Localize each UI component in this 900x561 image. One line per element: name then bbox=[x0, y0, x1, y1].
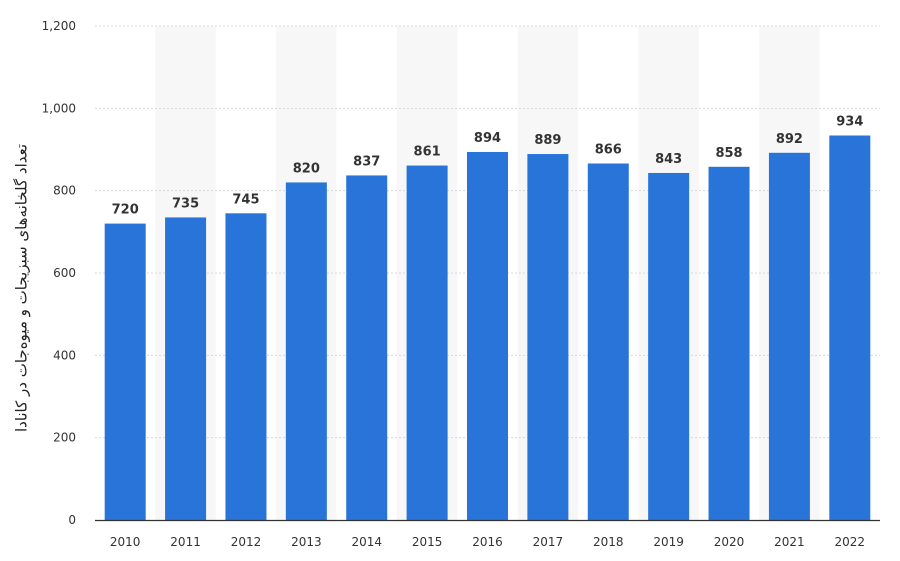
value-label-2022: 934 bbox=[836, 115, 863, 130]
bar-2014 bbox=[346, 175, 388, 520]
x-tick-label-2016: 2016 bbox=[472, 535, 503, 549]
value-label-2015: 861 bbox=[414, 145, 441, 160]
value-label-2014: 837 bbox=[353, 154, 380, 169]
x-tick-label-2013: 2013 bbox=[291, 535, 322, 549]
x-tick-label-2014: 2014 bbox=[351, 535, 382, 549]
x-tick-label-2020: 2020 bbox=[714, 535, 745, 549]
value-labels: 720 735 745 820 837 861 894 889 866 843 858 892 934 bbox=[112, 115, 864, 218]
value-label-2013: 820 bbox=[293, 161, 320, 176]
bar-2017 bbox=[527, 154, 569, 521]
bars bbox=[104, 135, 871, 521]
y-tick-label-1000: 1,000 bbox=[42, 101, 76, 115]
x-tick-label-2010: 2010 bbox=[110, 535, 141, 549]
value-label-2018: 866 bbox=[595, 142, 622, 157]
bar-2018 bbox=[587, 163, 629, 520]
y-axis-title: تعداد گلخانه‌های سبزیجات و میوه‌جات در ک… bbox=[13, 144, 31, 432]
bar-2010 bbox=[104, 223, 146, 520]
y-tick-label-400: 400 bbox=[53, 348, 76, 362]
x-tick-label-2015: 2015 bbox=[412, 535, 443, 549]
bar-2011 bbox=[165, 217, 207, 521]
value-label-2021: 892 bbox=[776, 132, 803, 147]
x-tick-label-2021: 2021 bbox=[774, 535, 805, 549]
y-tick-label-0: 0 bbox=[68, 513, 76, 527]
value-label-2010: 720 bbox=[112, 203, 139, 218]
bar-2012 bbox=[225, 213, 267, 520]
x-tick-label-2019: 2019 bbox=[653, 535, 684, 549]
y-tick-label-600: 600 bbox=[53, 266, 76, 280]
value-label-2016: 894 bbox=[474, 131, 501, 146]
x-tick-label-2011: 2011 bbox=[170, 535, 201, 549]
bar-2020 bbox=[708, 166, 750, 521]
x-tick-label-2018: 2018 bbox=[593, 535, 624, 549]
y-tick-label-1200: 1,200 bbox=[42, 19, 76, 33]
bar-2021 bbox=[768, 152, 810, 520]
bar-2015 bbox=[406, 165, 448, 520]
bar-2022 bbox=[829, 135, 871, 520]
bar-2013 bbox=[285, 182, 327, 520]
bar-2016 bbox=[467, 151, 508, 520]
y-tick-label-200: 200 bbox=[53, 431, 76, 445]
value-label-2017: 889 bbox=[534, 133, 561, 148]
x-axis-tick-labels: 2010 2011 2012 2013 2014 2015 2016 2017 2018 2019… bbox=[110, 535, 865, 549]
x-tick-label-2022: 2022 bbox=[835, 535, 866, 549]
bar-2019 bbox=[648, 172, 690, 520]
value-label-2011: 735 bbox=[172, 196, 199, 211]
value-label-2012: 745 bbox=[232, 192, 259, 207]
y-tick-label-800: 800 bbox=[53, 184, 76, 198]
value-label-2020: 858 bbox=[715, 146, 742, 161]
value-label-2019: 843 bbox=[655, 152, 682, 167]
y-axis-tick-labels: 0 200 400 600 800 1,000 1,200 bbox=[42, 19, 76, 527]
x-tick-label-2012: 2012 bbox=[231, 535, 262, 549]
x-tick-label-2017: 2017 bbox=[533, 535, 564, 549]
